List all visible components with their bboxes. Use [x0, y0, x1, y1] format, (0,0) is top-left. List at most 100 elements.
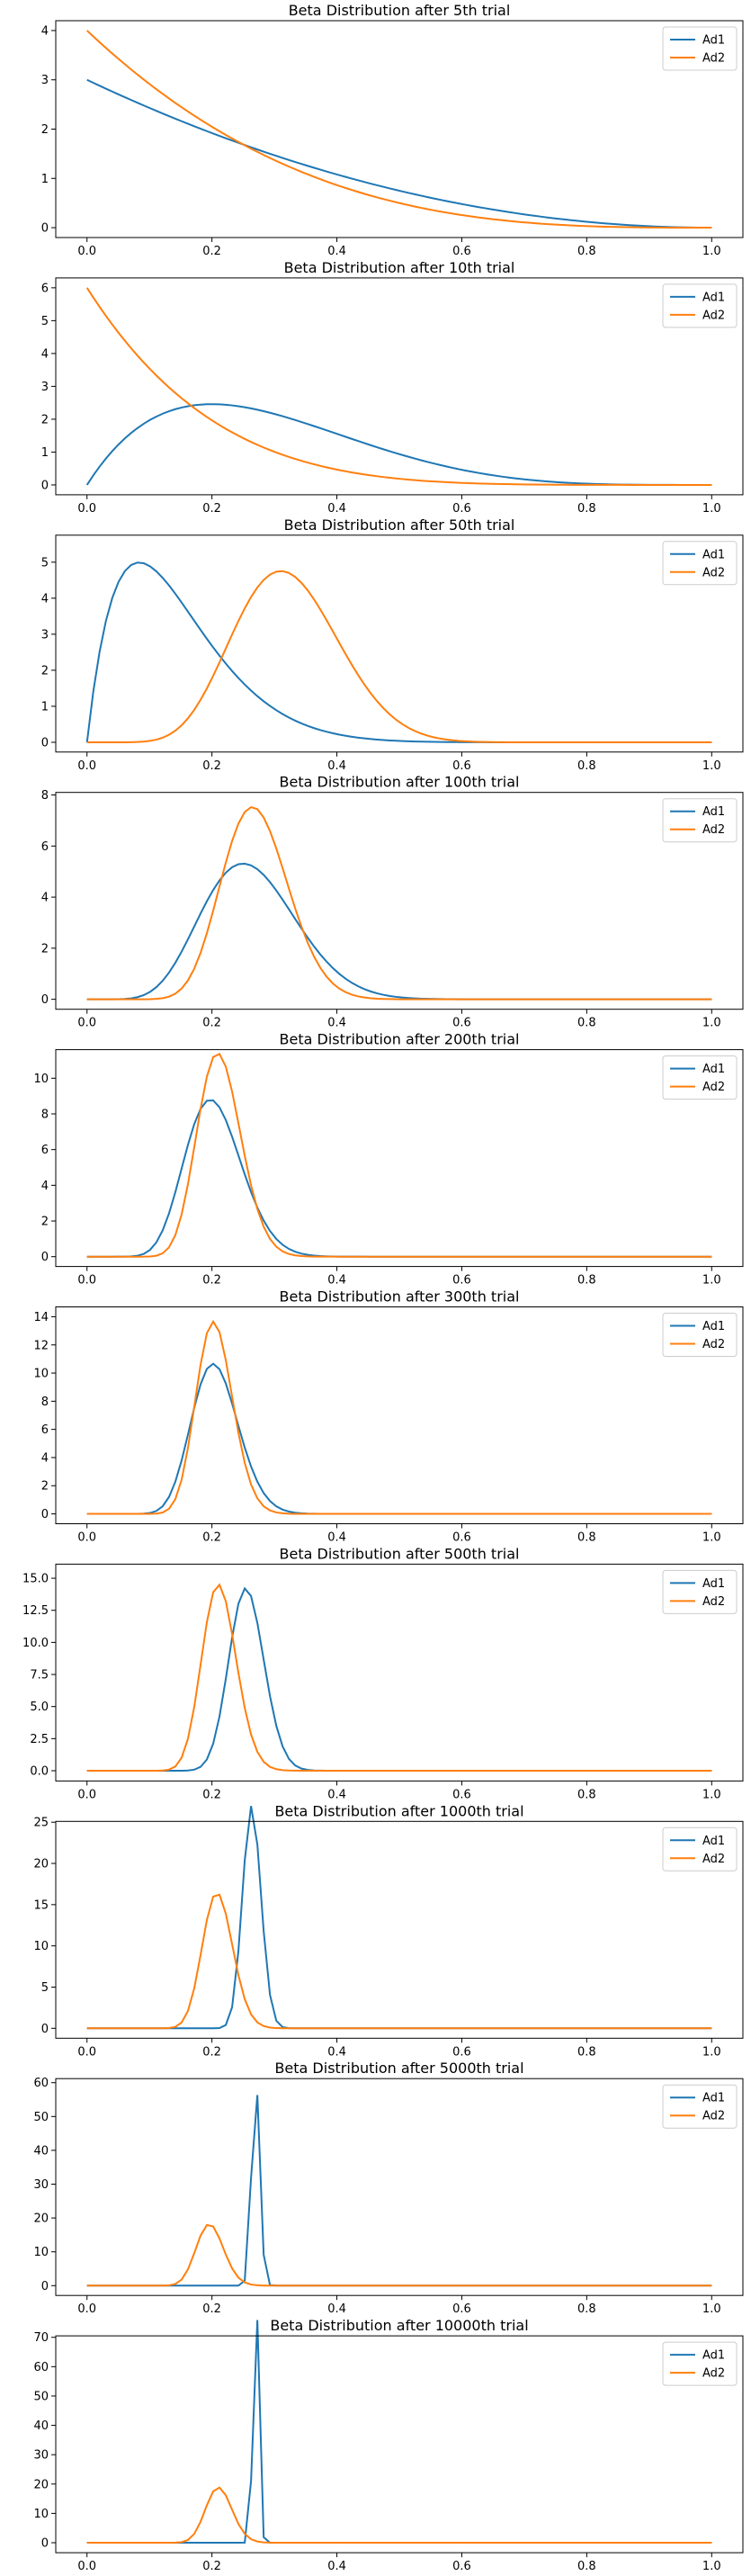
- y-tick-label: 4: [41, 24, 49, 38]
- x-tick-label: 1.0: [702, 245, 721, 258]
- series-line-ad2: [86, 1052, 712, 1258]
- x-tick-label: 0.0: [77, 1788, 96, 1801]
- y-tick-label: 4: [41, 347, 49, 361]
- chart-panel-9: Beta Distribution after 5000th trial 0.0 0…: [33, 2060, 744, 2316]
- x-tick-label: 0.4: [327, 2302, 346, 2316]
- x-tick-label: 0.2: [202, 1788, 221, 1801]
- y-tick-label: 0: [41, 2537, 49, 2551]
- y-tick-label: 50: [33, 2390, 49, 2403]
- x-tick-label: 0.6: [452, 1788, 471, 1801]
- x-tick-label: 0.6: [452, 2560, 471, 2572]
- axes-frame: [55, 1049, 744, 1268]
- x-tick-label: 1.0: [702, 1531, 721, 1545]
- axes-frame: [55, 2335, 744, 2554]
- y-tick-label: 40: [33, 2144, 49, 2158]
- y-tick-label: 10: [33, 1073, 49, 1086]
- x-tick-label: 0.8: [577, 1274, 596, 1288]
- x-tick-label: 0.6: [452, 2045, 471, 2059]
- x-tick-label: 1.0: [702, 2045, 721, 2059]
- x-tick-label: 0.6: [452, 2302, 471, 2316]
- chart-panel-6: Beta Distribution after 300th trial 0.0 0.…: [33, 1288, 744, 1545]
- x-tick-label: 1.0: [702, 2560, 721, 2572]
- chart-title: Beta Distribution after 500th trial: [280, 1545, 520, 1562]
- legend-label-ad2: Ad2: [702, 52, 725, 66]
- y-tick-label: 1: [41, 700, 49, 714]
- series-line-ad2: [85, 287, 712, 486]
- y-tick-label: 30: [33, 2449, 49, 2463]
- legend-box: [662, 798, 738, 843]
- series-line-ad2: [86, 805, 712, 1001]
- series-line-ad1: [86, 1099, 712, 1258]
- x-tick-label: 1.0: [702, 502, 721, 516]
- x-tick-label: 0.0: [77, 2045, 96, 2059]
- x-tick-label: 0.4: [327, 245, 346, 258]
- x-tick-label: 0.2: [202, 245, 221, 258]
- series-line-ad1: [86, 78, 712, 229]
- x-tick-label: 0.0: [77, 1531, 96, 1545]
- y-tick-label: 5: [41, 315, 49, 328]
- x-tick-label: 0.0: [77, 245, 96, 258]
- legend-label-ad2: Ad2: [702, 823, 725, 837]
- legend-box: [662, 1827, 738, 1871]
- series-line-ad1: [86, 1806, 712, 2030]
- y-tick-label: 20: [33, 1858, 49, 1871]
- x-tick-label: 0.2: [202, 1017, 221, 1030]
- y-tick-label: 0: [41, 2023, 49, 2036]
- series-line-ad2: [86, 2486, 712, 2545]
- y-tick-label: 8: [41, 1396, 49, 1409]
- y-tick-label: 4: [41, 1180, 49, 1193]
- chart-panel-5: Beta Distribution after 200th trial 0.0 0.…: [33, 1031, 744, 1288]
- x-tick-label: 0.0: [77, 2560, 96, 2572]
- series-line-ad1: [86, 1586, 712, 1772]
- legend-label-ad2: Ad2: [702, 1081, 725, 1094]
- x-tick-label: 0.0: [77, 759, 96, 773]
- x-tick-label: 0.4: [327, 759, 346, 773]
- legend-label-ad1: Ad1: [702, 2092, 725, 2105]
- chart-title: Beta Distribution after 100th trial: [280, 774, 520, 791]
- legend-label-ad1: Ad1: [702, 2349, 725, 2363]
- chart-panel-2: Beta Distribution after 10th trial 0.0 0.2…: [41, 259, 744, 516]
- axes-frame: [55, 534, 744, 753]
- series-line-ad1: [86, 2320, 712, 2545]
- x-tick-label: 0.4: [327, 502, 346, 516]
- y-tick-label: 2.5: [30, 1733, 49, 1746]
- x-tick-label: 0.0: [77, 502, 96, 516]
- x-tick-label: 0.4: [327, 2045, 346, 2059]
- x-tick-label: 0.2: [202, 1274, 221, 1288]
- x-tick-label: 0.8: [577, 1017, 596, 1030]
- y-tick-label: 6: [41, 840, 49, 854]
- legend-label-ad2: Ad2: [702, 2110, 725, 2123]
- series-line-ad2: [86, 2223, 712, 2287]
- x-tick-label: 0.2: [202, 759, 221, 773]
- axes-frame: [55, 277, 744, 496]
- x-tick-label: 0.6: [452, 1531, 471, 1545]
- x-tick-label: 0.0: [77, 1017, 96, 1030]
- legend-box: [662, 2084, 738, 2129]
- y-tick-label: 30: [33, 2178, 49, 2192]
- y-tick-label: 40: [33, 2419, 49, 2433]
- y-tick-label: 0: [41, 1508, 49, 1521]
- chart-title: Beta Distribution after 10000th trial: [270, 2317, 528, 2334]
- y-tick-label: 70: [33, 2331, 49, 2345]
- x-tick-label: 0.8: [577, 245, 596, 258]
- y-tick-label: 6: [41, 282, 49, 295]
- legend-label-ad1: Ad1: [702, 1063, 725, 1076]
- y-tick-label: 25: [33, 1817, 49, 1830]
- x-tick-label: 0.4: [327, 1017, 346, 1030]
- y-tick-label: 10: [33, 1940, 49, 1953]
- x-tick-label: 0.0: [77, 2302, 96, 2316]
- y-tick-label: 1: [41, 446, 49, 460]
- y-tick-label: 15: [33, 1898, 49, 1912]
- series-line-ad1: [86, 1362, 712, 1515]
- legend-label-ad2: Ad2: [702, 1595, 725, 1609]
- x-tick-label: 1.0: [702, 1274, 721, 1288]
- y-tick-label: 2: [41, 1216, 49, 1229]
- chart-title: Beta Distribution after 10th trial: [284, 259, 515, 276]
